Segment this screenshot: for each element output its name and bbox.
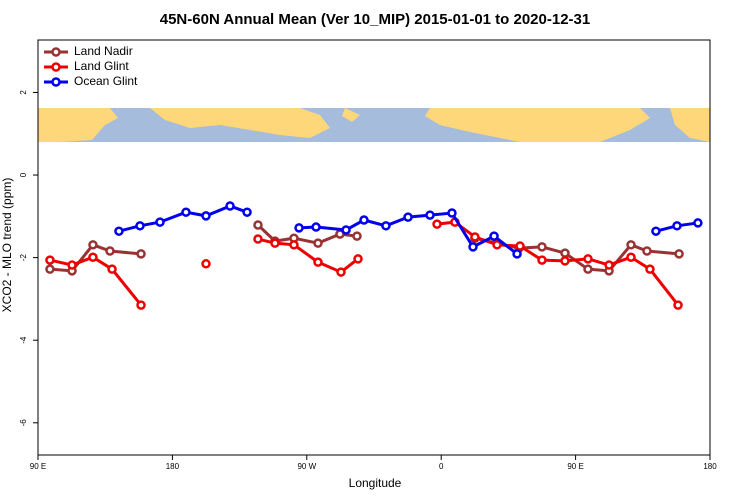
y-tick-label: -6 (19, 419, 28, 427)
data-point (468, 242, 478, 252)
data-point (583, 254, 593, 264)
data-point (155, 217, 165, 227)
data-point (107, 264, 117, 274)
data-point (492, 240, 502, 250)
data-point (311, 222, 321, 232)
x-tick-label: 180 (166, 462, 180, 471)
data-point (253, 234, 263, 244)
map-strip (38, 108, 710, 142)
data-point (604, 260, 614, 270)
y-tick-label: 0 (19, 172, 28, 177)
data-point (45, 255, 55, 265)
legend-label: Ocean Glint (74, 74, 138, 88)
data-point (136, 249, 146, 259)
data-point (353, 254, 363, 264)
data-point (105, 246, 115, 256)
legend-label: Land Glint (74, 59, 129, 73)
data-point (626, 240, 636, 250)
data-point (253, 220, 263, 230)
x-axis-label: Longitude (349, 476, 402, 490)
x-tick-label: 180 (703, 462, 717, 471)
data-point (560, 256, 570, 266)
data-point (560, 248, 570, 258)
data-point (432, 219, 442, 229)
data-point (381, 221, 391, 231)
legend-label: Land Nadir (74, 44, 133, 58)
data-point (242, 207, 252, 217)
y-tick-label: -2 (19, 254, 28, 262)
data-point (181, 207, 191, 217)
data-point (537, 242, 547, 252)
data-point (626, 252, 636, 262)
y-axis-label: XCO2 - MLO trend (ppm) (0, 178, 14, 313)
data-point (313, 238, 323, 248)
data-point (336, 267, 346, 277)
data-point (352, 231, 362, 241)
y-tick-label: 2 (19, 90, 28, 95)
y-tick-label: -4 (19, 336, 28, 344)
data-point (359, 215, 369, 225)
x-tick-label: 90 E (30, 462, 46, 471)
chart-title: 45N-60N Annual Mean (Ver 10_MIP) 2015-01… (160, 11, 590, 28)
data-point (313, 257, 323, 267)
legend-marker (51, 47, 61, 57)
data-point (67, 260, 77, 270)
data-point (201, 211, 211, 221)
series-line (49, 223, 680, 273)
data-point (651, 226, 661, 236)
series-line (49, 220, 680, 307)
data-point (88, 240, 98, 250)
x-tick-label: 90 E (567, 462, 583, 471)
data-point (425, 210, 435, 220)
data-point (537, 255, 547, 265)
data-point (270, 238, 280, 248)
data-point (225, 201, 235, 211)
data-point (289, 240, 299, 250)
data-point (201, 259, 211, 269)
data-point (645, 264, 655, 274)
data-point (403, 212, 413, 222)
data-point (515, 241, 525, 251)
data-point (135, 221, 145, 231)
data-point (674, 249, 684, 259)
data-point (294, 223, 304, 233)
data-point (489, 231, 499, 241)
data-point (114, 226, 124, 236)
data-point (341, 225, 351, 235)
data-point (512, 249, 522, 259)
data-point (136, 300, 146, 310)
x-tick-label: 0 (439, 462, 444, 471)
data-point (642, 246, 652, 256)
data-point (470, 232, 480, 242)
data-point (447, 208, 457, 218)
data-point (88, 252, 98, 262)
data-point (45, 264, 55, 274)
data-point (693, 218, 703, 228)
legend-marker (51, 77, 61, 87)
data-point (672, 221, 682, 231)
x-tick-label: 90 W (297, 462, 316, 471)
plot-frame (37, 39, 711, 456)
data-point (583, 264, 593, 274)
data-point (673, 300, 683, 310)
legend-marker (51, 62, 61, 72)
